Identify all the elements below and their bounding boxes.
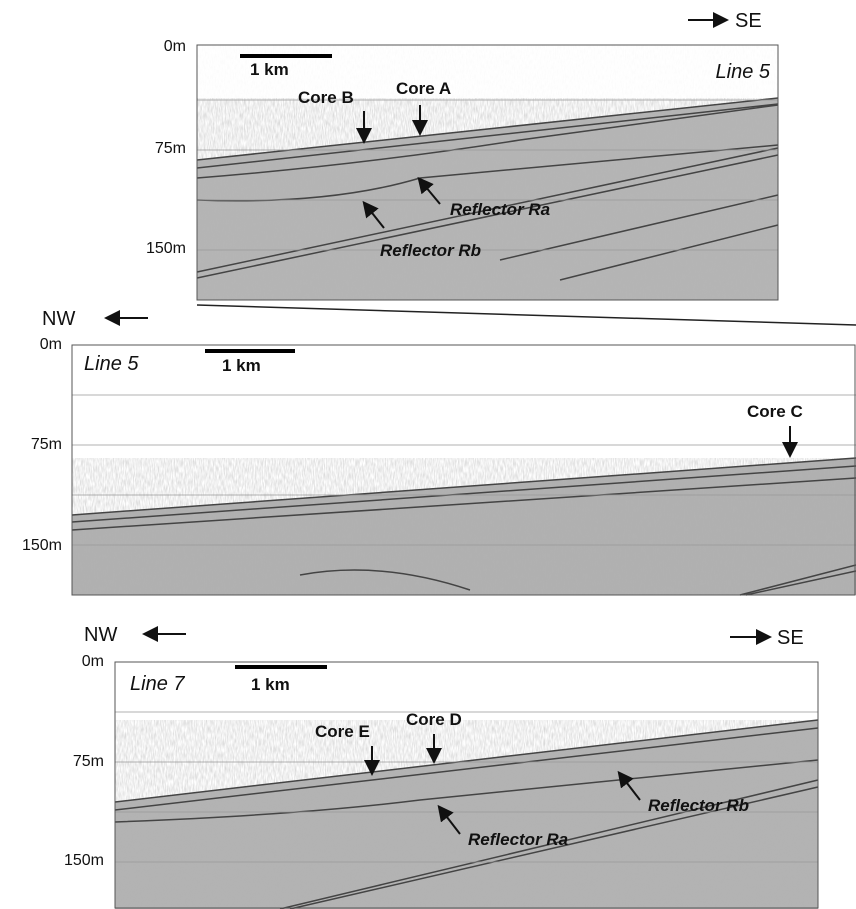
direction-label: NW	[84, 624, 117, 646]
reflector-arrow	[417, 176, 441, 205]
panel-3: NW SE 0m 75m 150m 1 km Line 7 Core E Cor…	[64, 624, 819, 909]
scale-label: 1 km	[222, 356, 261, 375]
depth-label: 0m	[82, 653, 104, 670]
reflector-arrow	[362, 200, 385, 229]
core-label: Core D	[406, 710, 462, 729]
core-label: Core B	[298, 88, 354, 107]
reflector-arrow	[617, 770, 641, 801]
zoom-line	[196, 304, 856, 326]
frame	[114, 661, 819, 909]
sediment-texture	[197, 98, 778, 300]
frame	[71, 344, 856, 596]
reflector-arrow	[437, 804, 461, 835]
depth-label: 150m	[22, 537, 62, 554]
depth-label: 75m	[73, 753, 104, 770]
reflector-label: Reflector Rb	[380, 241, 481, 260]
line-label: Line 5	[716, 61, 771, 83]
direction-label: SE	[777, 627, 804, 649]
core-label: Core C	[747, 402, 803, 421]
scale-label: 1 km	[250, 60, 289, 79]
core-label: Core E	[315, 722, 370, 741]
reflector-label: Reflector Ra	[450, 200, 550, 219]
reflectors-lines	[196, 97, 779, 281]
direction-label: SE	[735, 10, 762, 32]
reflector-label: Reflector Rb	[648, 796, 749, 815]
line-label: Line 7	[130, 673, 185, 695]
depth-label: 0m	[40, 336, 62, 353]
depth-label: 0m	[164, 38, 186, 55]
core-label: Core A	[396, 79, 451, 98]
reflector-label: Reflector Ra	[468, 830, 568, 849]
scale-label: 1 km	[251, 675, 290, 694]
line-label: Line 5	[84, 353, 139, 375]
frame	[196, 44, 779, 301]
reflectors-lines	[71, 457, 856, 596]
depth-label: 75m	[155, 140, 186, 157]
sediment-texture	[72, 458, 856, 595]
panel-1: 0m 75m 150m 1 km Line 5 SE Core B Core A…	[146, 10, 779, 301]
direction-label: NW	[42, 308, 75, 330]
depth-label: 150m	[146, 240, 186, 257]
panel-2: NW 0m 75m 150m 1 km Line 5 Core C	[22, 308, 856, 596]
depth-label: 75m	[31, 436, 62, 453]
depth-label: 150m	[64, 852, 104, 869]
